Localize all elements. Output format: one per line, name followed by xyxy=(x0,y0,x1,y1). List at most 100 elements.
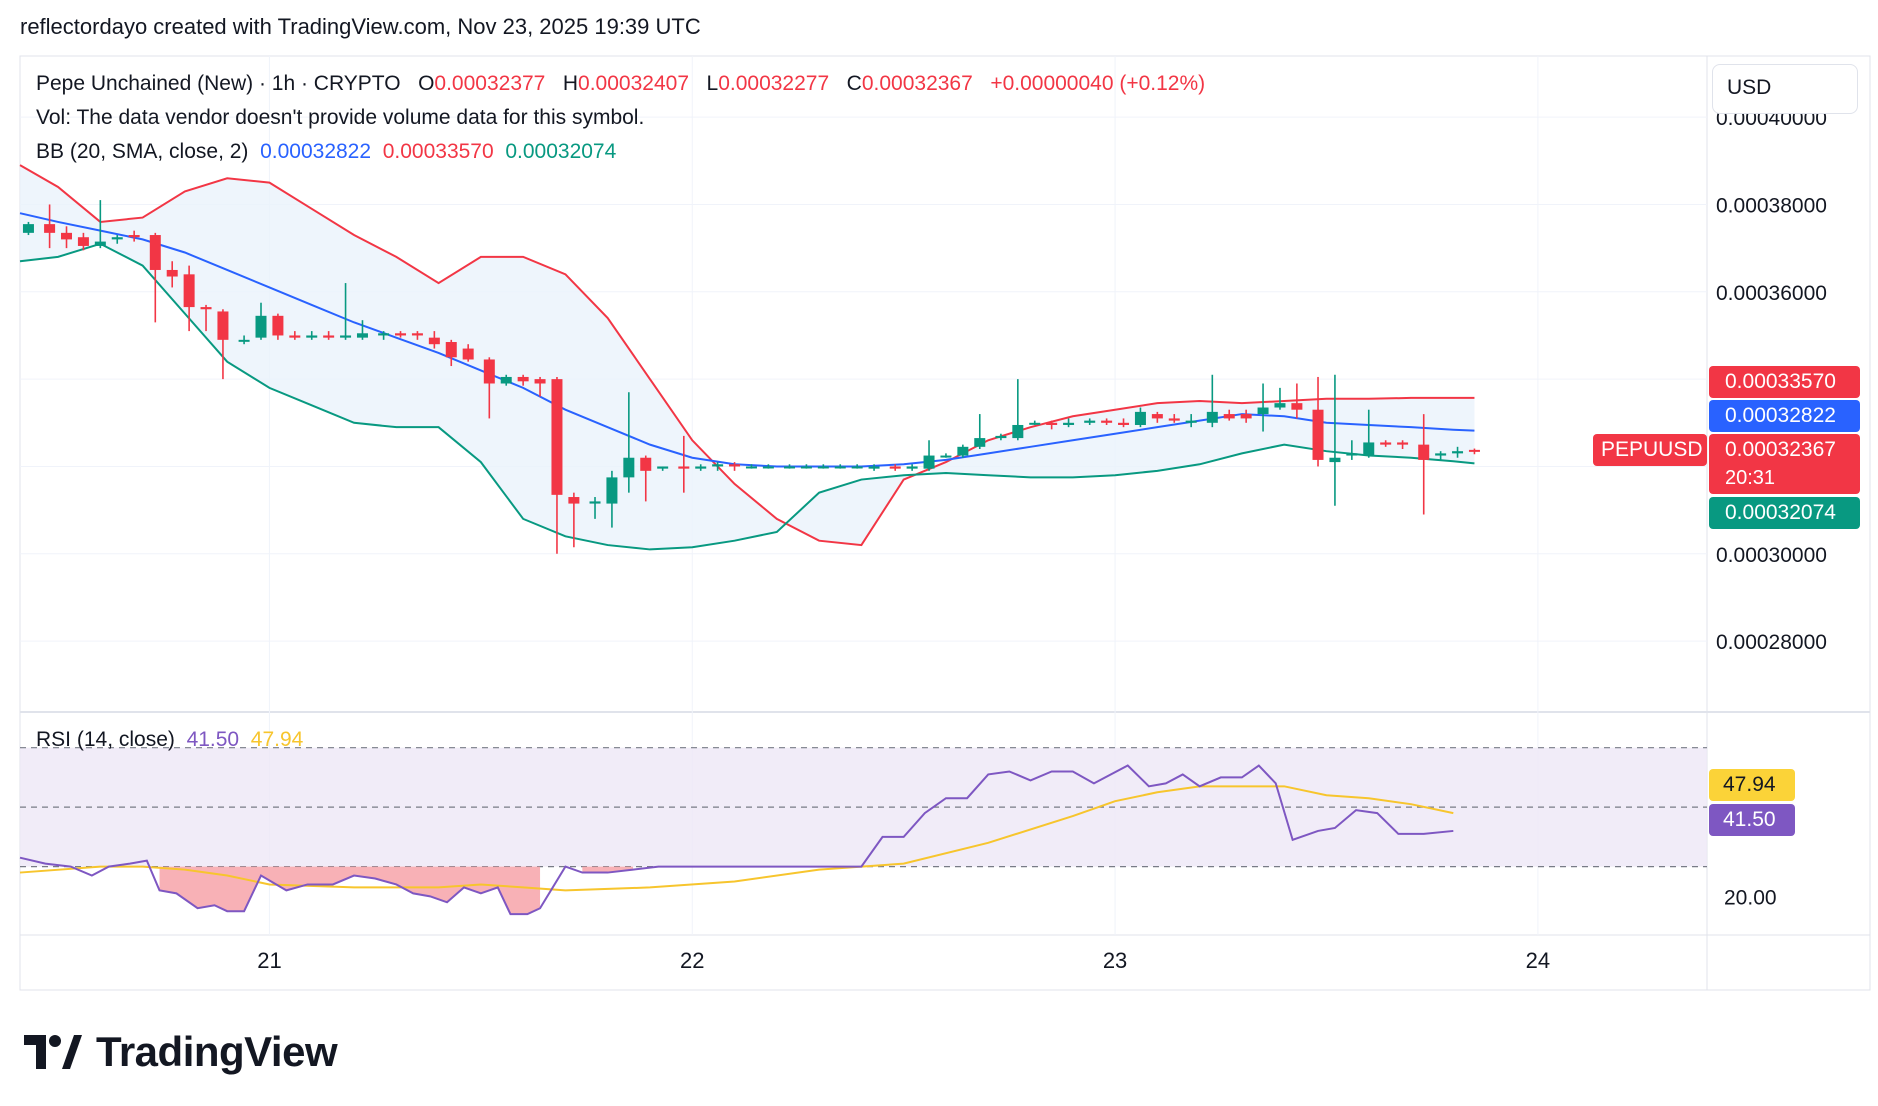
candle-body xyxy=(640,457,652,471)
bb-basis-price-tag: 0.00032822 xyxy=(1709,400,1860,432)
high-label: H xyxy=(562,72,579,95)
candle-body xyxy=(657,466,669,469)
bb-lower-line xyxy=(19,242,1475,551)
rsi-tick-label: 20.00 xyxy=(1724,886,1777,909)
axes: 0.000400000.000380000.000360000.00030000… xyxy=(257,107,1827,973)
ohlc-legend: Pepe Unchained (New) · 1h · CRYPTO O0.00… xyxy=(36,72,1205,96)
candle-body xyxy=(712,464,724,467)
candle-body xyxy=(323,335,335,338)
candles xyxy=(22,200,1480,554)
candle-body xyxy=(834,466,846,469)
tradingview-logo-icon xyxy=(24,1035,82,1069)
candle-body xyxy=(517,376,529,382)
candle-body xyxy=(1046,422,1058,425)
low-label: L xyxy=(706,72,719,95)
candle-body xyxy=(568,497,580,504)
rsi-legend: RSI (14, close) 41.50 47.94 xyxy=(36,728,303,752)
candle-body xyxy=(940,455,952,458)
candle-body xyxy=(1257,407,1269,415)
candle-body xyxy=(695,466,707,469)
price-tick-label: 0.00038000 xyxy=(1716,194,1827,217)
candle-body xyxy=(1134,411,1146,425)
rsi-oversold-fill xyxy=(159,866,541,915)
date-tick-label: 22 xyxy=(680,948,704,973)
candle-body xyxy=(534,379,546,384)
candle-body xyxy=(1151,414,1163,419)
candle-body xyxy=(1363,442,1375,456)
candle-body xyxy=(445,342,457,358)
candle-body xyxy=(851,466,863,469)
bb-upper-line xyxy=(19,164,1475,547)
candle-body xyxy=(1452,451,1464,454)
candle-body xyxy=(411,333,423,336)
candle-body xyxy=(1101,420,1113,423)
price-tick-label: 0.00028000 xyxy=(1716,631,1827,654)
rsi-pane xyxy=(19,747,1707,916)
candle-body xyxy=(395,333,407,336)
bb-fill xyxy=(20,165,1475,550)
bb-lower-price-tag: 0.00032074 xyxy=(1709,497,1860,529)
candle-body xyxy=(1029,422,1041,425)
candle-body xyxy=(483,359,495,384)
candle-body xyxy=(623,457,635,478)
candle-body xyxy=(183,274,195,308)
open-value: 0.00032377 xyxy=(434,72,546,95)
candle-body xyxy=(61,232,73,240)
candle-body xyxy=(995,435,1007,439)
candle-body xyxy=(94,241,106,246)
candle-body xyxy=(200,307,212,310)
candle-body xyxy=(22,224,34,233)
candle-body xyxy=(784,466,796,469)
open-label: O xyxy=(418,72,435,95)
candle-body xyxy=(606,477,618,504)
close-label: C xyxy=(846,72,862,95)
candle-body xyxy=(166,269,178,277)
rsi-value-tag: 41.50 xyxy=(1709,804,1795,836)
bollinger-bands xyxy=(19,164,1475,551)
currency-selector[interactable]: USD xyxy=(1712,64,1858,114)
candle-body xyxy=(868,466,880,469)
tradingview-logo[interactable]: TradingView xyxy=(24,1028,338,1076)
candle-body xyxy=(1468,449,1480,452)
bb-upper-price-tag: 0.00033570 xyxy=(1709,366,1860,398)
last-price-tag: 0.00032367 xyxy=(1709,434,1860,494)
candle-body xyxy=(272,315,284,336)
symbol-tag: PEPUUSD xyxy=(1593,434,1707,466)
candle-body xyxy=(149,235,161,270)
date-tick-label: 23 xyxy=(1103,948,1127,973)
bb-upper-value: 0.00033570 xyxy=(382,140,494,163)
tradingview-logo-text: TradingView xyxy=(96,1028,338,1075)
candle-body xyxy=(1206,411,1218,423)
price-tick-label: 0.00030000 xyxy=(1716,544,1827,567)
chart-border xyxy=(19,55,1871,991)
candle-body xyxy=(1223,414,1235,419)
candle-body xyxy=(1240,414,1252,419)
candle-body xyxy=(1418,444,1430,460)
close-value: 0.00032367 xyxy=(861,72,973,95)
attribution-header: reflectordayo created with TradingView.c… xyxy=(20,14,701,39)
candle-body xyxy=(1312,409,1324,460)
candle-body xyxy=(923,455,935,469)
candle-body xyxy=(762,466,774,469)
candle-body xyxy=(378,333,390,336)
candle-body xyxy=(1346,453,1358,456)
bb-label: BB (20, SMA, close, 2) xyxy=(36,140,249,163)
candle-body xyxy=(889,466,901,469)
candle-body xyxy=(1274,403,1286,408)
high-value: 0.00032407 xyxy=(578,72,689,95)
candle-body xyxy=(1435,453,1447,456)
candle-body xyxy=(1063,422,1075,425)
date-tick-label: 21 xyxy=(257,948,281,973)
candle-body xyxy=(255,315,267,338)
candle-body xyxy=(1291,403,1303,410)
rsi-ma-value: 47.94 xyxy=(250,728,304,751)
symbol-info: Pepe Unchained (New) · 1h · CRYPTO xyxy=(36,72,401,95)
candle-body xyxy=(906,466,918,469)
candle-body xyxy=(551,379,563,495)
candle-body xyxy=(77,237,89,246)
candle-body xyxy=(289,335,301,338)
candle-body xyxy=(1168,418,1180,421)
candle-body xyxy=(589,501,601,504)
candle-body xyxy=(817,466,829,469)
